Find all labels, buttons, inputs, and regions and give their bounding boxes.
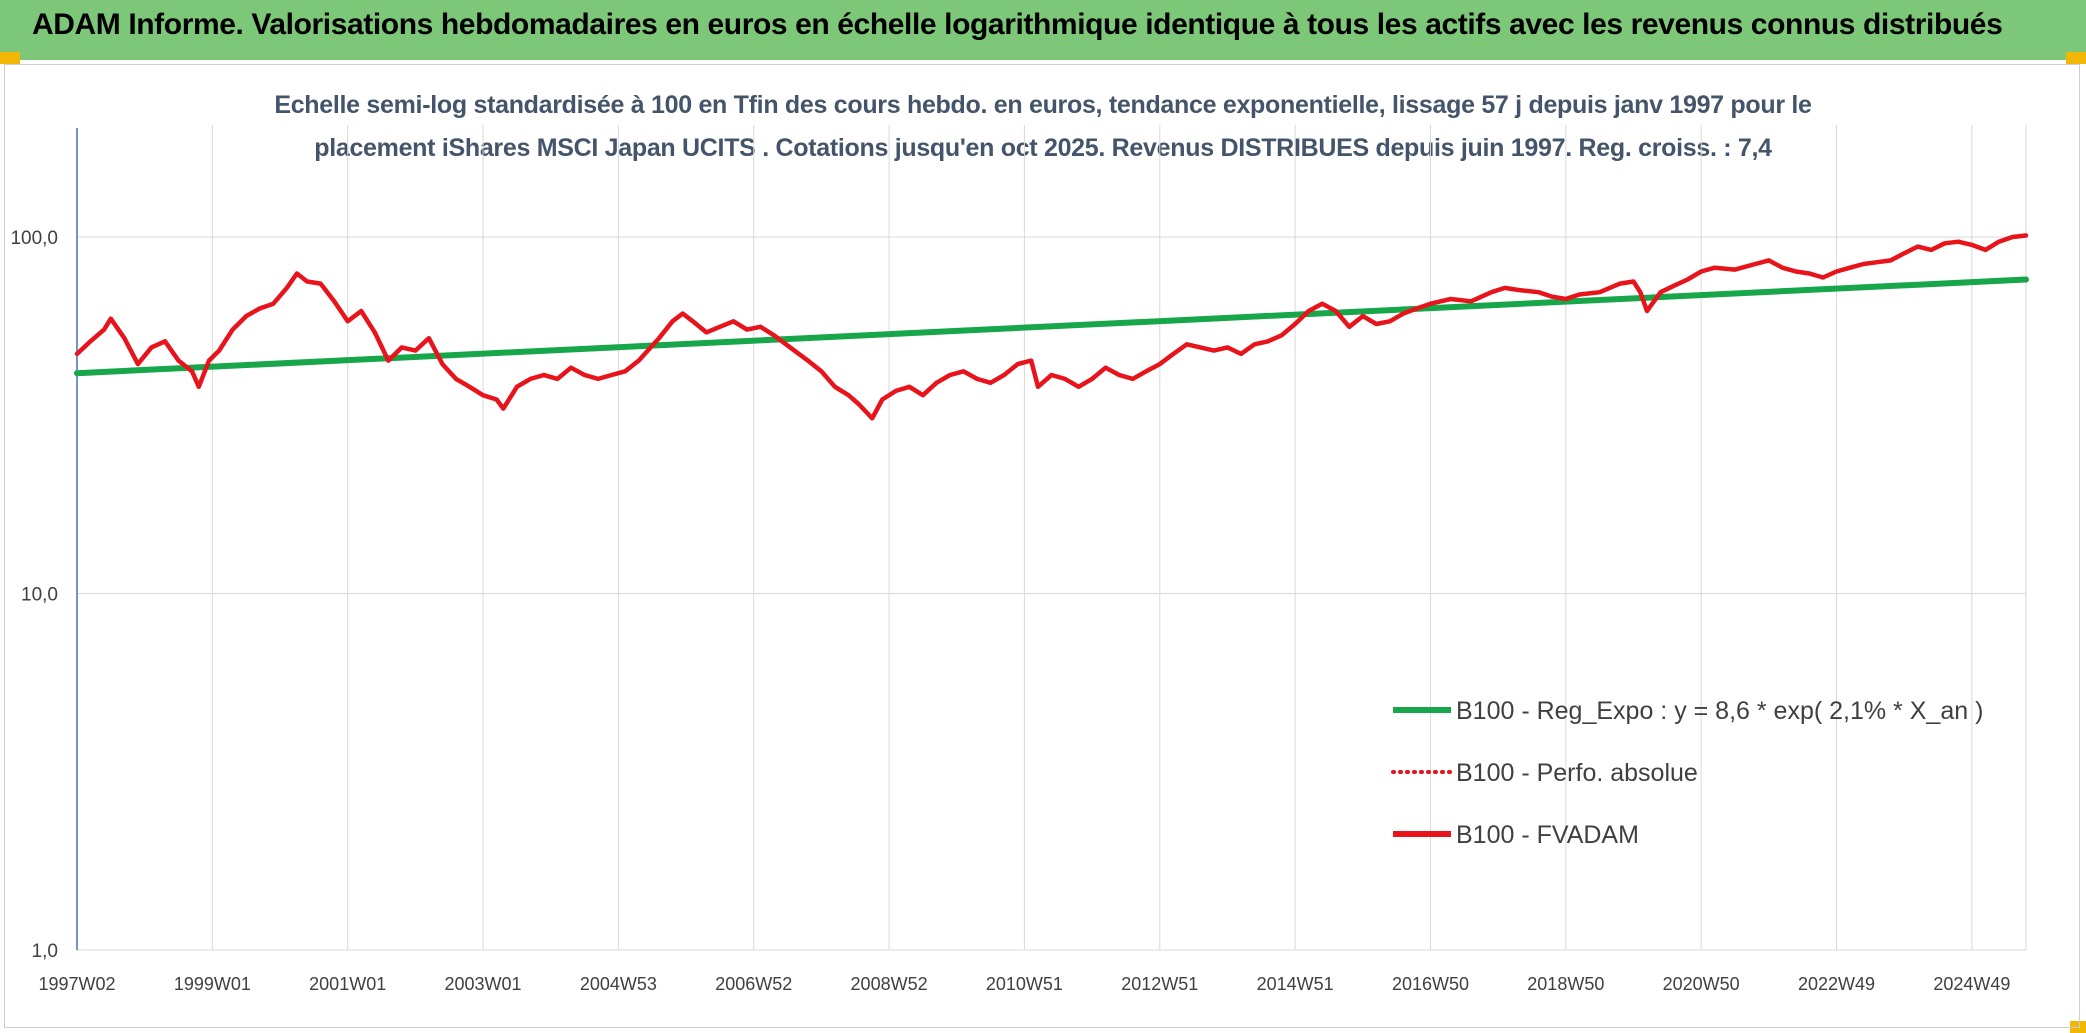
x-tick-label: 1999W01 bbox=[174, 974, 251, 994]
y-tick-label: 100,0 bbox=[10, 228, 58, 249]
fvadam-line bbox=[74, 233, 2029, 421]
x-tick-label: 2014W51 bbox=[1257, 974, 1334, 994]
chart-frame bbox=[4, 64, 2080, 1028]
x-tick-label: 2016W50 bbox=[1392, 974, 1469, 994]
legend: B100 - Reg_Expo : y = 8,6 * exp( 2,1% * … bbox=[1391, 697, 1983, 849]
x-tick-label: 2010W51 bbox=[986, 974, 1063, 994]
chart-title-line2: placement iShares MSCI Japan UCITS . Cot… bbox=[314, 134, 1772, 162]
corner-accent-right bbox=[2066, 52, 2086, 64]
regression-line bbox=[74, 276, 2029, 377]
x-tick-label: 2004W53 bbox=[580, 974, 657, 994]
x-tick-label: 2012W51 bbox=[1121, 974, 1198, 994]
legend-label: B100 - Reg_Expo : y = 8,6 * exp( 2,1% * … bbox=[1456, 697, 1983, 725]
x-tick-label: 2020W50 bbox=[1663, 974, 1740, 994]
x-tick-label: 2006W52 bbox=[715, 974, 792, 994]
banner: ADAM Informe. Valorisations hebdomadaire… bbox=[0, 0, 2086, 60]
x-tick-label: 2001W01 bbox=[309, 974, 386, 994]
x-tick-label: 2003W01 bbox=[445, 974, 522, 994]
x-tick-label: 2008W52 bbox=[851, 974, 928, 994]
x-tick-label: 2024W49 bbox=[1933, 974, 2010, 994]
series-layer bbox=[74, 233, 2029, 421]
chart-title-line1: Echelle semi-log standardisée à 100 en T… bbox=[274, 91, 1812, 119]
y-gridlines bbox=[77, 236, 2026, 951]
x-tick-label: 2018W50 bbox=[1527, 974, 1604, 994]
corner-accent-left bbox=[0, 52, 20, 64]
x-gridlines bbox=[211, 125, 2027, 950]
legend-label: B100 - Perfo. absolue bbox=[1456, 759, 1698, 787]
y-tick-label: 1,0 bbox=[32, 941, 58, 962]
page-title: ADAM Informe. Valorisations hebdomadaire… bbox=[32, 8, 2003, 41]
y-axis-tick-labels: 100,0 10,0 1,0 bbox=[10, 228, 58, 962]
x-axis-tick-labels: 1997W02 1999W01 2001W01 2003W01 2004W53 2006W… bbox=[38, 974, 2010, 994]
y-tick-label: 10,0 bbox=[21, 585, 58, 606]
legend-label: B100 - FVADAM bbox=[1456, 821, 1639, 849]
x-tick-label: 1997W02 bbox=[38, 974, 115, 994]
x-tick-label: 2022W49 bbox=[1798, 974, 1875, 994]
